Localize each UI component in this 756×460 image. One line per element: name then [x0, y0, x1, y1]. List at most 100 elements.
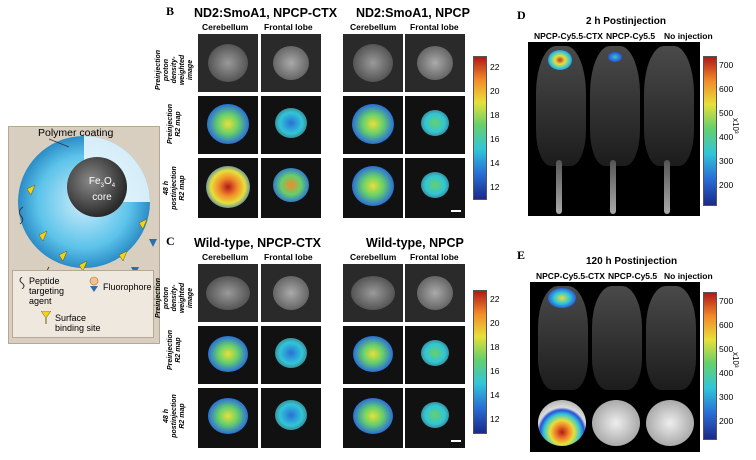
panel-b-left-title: ND2:SmoA1, NPCP-CTX: [194, 6, 338, 20]
cbar-e-tick-200: 200: [719, 416, 734, 426]
panel-b-col-cerebellum-left: Cerebellum: [202, 22, 249, 32]
panel-d-title: 2 h Postinjection: [586, 16, 667, 27]
legend-surface-site: Surface binding site: [55, 313, 101, 333]
mouse-e-2: [592, 286, 642, 390]
colorbar-b: [473, 56, 487, 200]
panel-c-label: C: [166, 234, 175, 248]
cbar-c-tick-12: 12: [490, 414, 500, 424]
b-tile-r3c1: [198, 158, 258, 218]
panel-b-col-frontal-left: Frontal lobe: [264, 22, 313, 32]
iron-oxide-core: [67, 157, 127, 217]
cbar-d-tick-600: 600: [719, 84, 734, 94]
c-tile-r3c3: [343, 388, 403, 448]
surface-site-icon: [40, 310, 52, 325]
colorbar-e: [703, 292, 717, 440]
mouse-e-3: [646, 286, 696, 390]
cbar-c-tick-22: 22: [490, 294, 500, 304]
panel-d-group-3: No injection: [664, 31, 713, 41]
c-tile-r3c2: [261, 388, 321, 448]
signal-head-e-1: [548, 288, 576, 308]
signal-head-2: [608, 52, 622, 62]
signal-head-1: [548, 50, 572, 70]
panel-c-col-frontal-right: Frontal lobe: [410, 252, 459, 262]
mouse-3: [644, 46, 694, 166]
panel-d-label: D: [517, 8, 526, 22]
cbar-b-tick-14: 14: [490, 158, 500, 168]
colorbar-e-unit: x10³: [731, 352, 740, 368]
panel-b-col-frontal-right: Frontal lobe: [410, 22, 459, 32]
cbar-b-tick-22: 22: [490, 62, 500, 72]
c-tile-r2c1: [198, 326, 258, 384]
c-tile-r1c4: [405, 264, 465, 322]
tail-2: [610, 160, 616, 214]
c-tile-r3c1: [198, 388, 258, 448]
panel-b-row-label-1: Preinjection proton density-weighted ima…: [155, 49, 194, 91]
panel-c-left-title: Wild-type, NPCP-CTX: [194, 236, 321, 250]
cbar-e-tick-400: 400: [719, 368, 734, 378]
cbar-b-tick-20: 20: [490, 86, 500, 96]
cbar-d-tick-400: 400: [719, 132, 734, 142]
b-tile-r2c2: [261, 96, 321, 154]
panel-c-row-label-2: Preinjection R2 map: [167, 329, 182, 371]
panel-c-col-frontal-left: Frontal lobe: [264, 252, 313, 262]
panel-b-row-label-3: 48 h postinjection R2 map: [163, 166, 186, 210]
b-tile-r3c3: [343, 158, 403, 218]
b-tile-r1c2: [261, 34, 321, 92]
cbar-c-tick-14: 14: [490, 390, 500, 400]
cbar-d-tick-300: 300: [719, 156, 734, 166]
panel-e-image: [530, 282, 700, 452]
excised-brain-2: [592, 400, 640, 446]
c-tile-r2c2: [261, 326, 321, 384]
b-tile-r1c3: [343, 34, 403, 92]
cbar-d-tick-200: 200: [719, 180, 734, 190]
fluorophore-icon: [87, 276, 101, 292]
legend-fluorophore: Fluorophore: [103, 282, 152, 292]
panel-c-row-label-3: 48 h postinjection R2 map: [163, 394, 186, 438]
panel-c-col-cerebellum-left: Cerebellum: [202, 252, 249, 262]
cbar-b-tick-18: 18: [490, 110, 500, 120]
colorbar-c: [473, 290, 487, 434]
panel-b-row-label-2: Preinjection R2 map: [167, 103, 182, 145]
panel-e-group-1: NPCP-Cy5.5-CTX: [536, 271, 605, 281]
panel-c-col-cerebellum-right: Cerebellum: [350, 252, 397, 262]
panel-d-image: [528, 42, 700, 216]
cbar-b-tick-12: 12: [490, 182, 500, 192]
panel-e-group-3: No injection: [664, 271, 713, 281]
c-tile-r2c3: [343, 326, 403, 384]
b-tile-r2c3: [343, 96, 403, 154]
panel-d-group-1: NPCP-Cy5.5-CTX: [534, 31, 603, 41]
cbar-e-tick-600: 600: [719, 320, 734, 330]
panel-c-right-title: Wild-type, NPCP: [366, 236, 464, 250]
scale-bar: [451, 210, 461, 212]
panel-d-group-2: NPCP-Cy5.5: [606, 31, 656, 41]
colorbar-d: [703, 56, 717, 206]
tail-1: [556, 160, 562, 214]
surface-binding-sites: [26, 184, 148, 272]
panel-e-label: E: [517, 248, 526, 262]
legend-peptide: Peptide targeting agent: [29, 276, 65, 306]
excised-brain-1: [538, 400, 586, 446]
c-tile-r1c1: [198, 264, 258, 322]
scale-bar: [451, 440, 461, 442]
cbar-d-tick-500: 500: [719, 108, 734, 118]
panel-a-legend: Peptide targeting agent Fluorophore Surf…: [12, 270, 154, 338]
peptide-icon: [17, 276, 27, 290]
c-tile-r3c4: [405, 388, 465, 448]
excised-brain-3: [646, 400, 694, 446]
tail-3: [664, 160, 670, 214]
panel-c-row-label-1: Preinjection proton density-weighted ima…: [155, 277, 194, 319]
cbar-c-tick-18: 18: [490, 342, 500, 352]
b-tile-r2c4: [405, 96, 465, 154]
panel-e-title: 120 h Postinjection: [586, 256, 678, 267]
b-tile-r2c1: [198, 96, 258, 154]
c-tile-r1c3: [343, 264, 403, 322]
c-tile-r2c4: [405, 326, 465, 384]
panel-b-label: B: [166, 4, 175, 18]
polymer-coating-label: Polymer coating: [38, 127, 114, 139]
cbar-e-tick-700: 700: [719, 296, 734, 306]
cbar-e-tick-500: 500: [719, 344, 734, 354]
panel-b-right-title: ND2:SmoA1, NPCP: [356, 6, 470, 20]
mouse-2: [590, 46, 640, 166]
b-tile-r1c1: [198, 34, 258, 92]
colorbar-d-unit: x10³: [731, 118, 740, 134]
